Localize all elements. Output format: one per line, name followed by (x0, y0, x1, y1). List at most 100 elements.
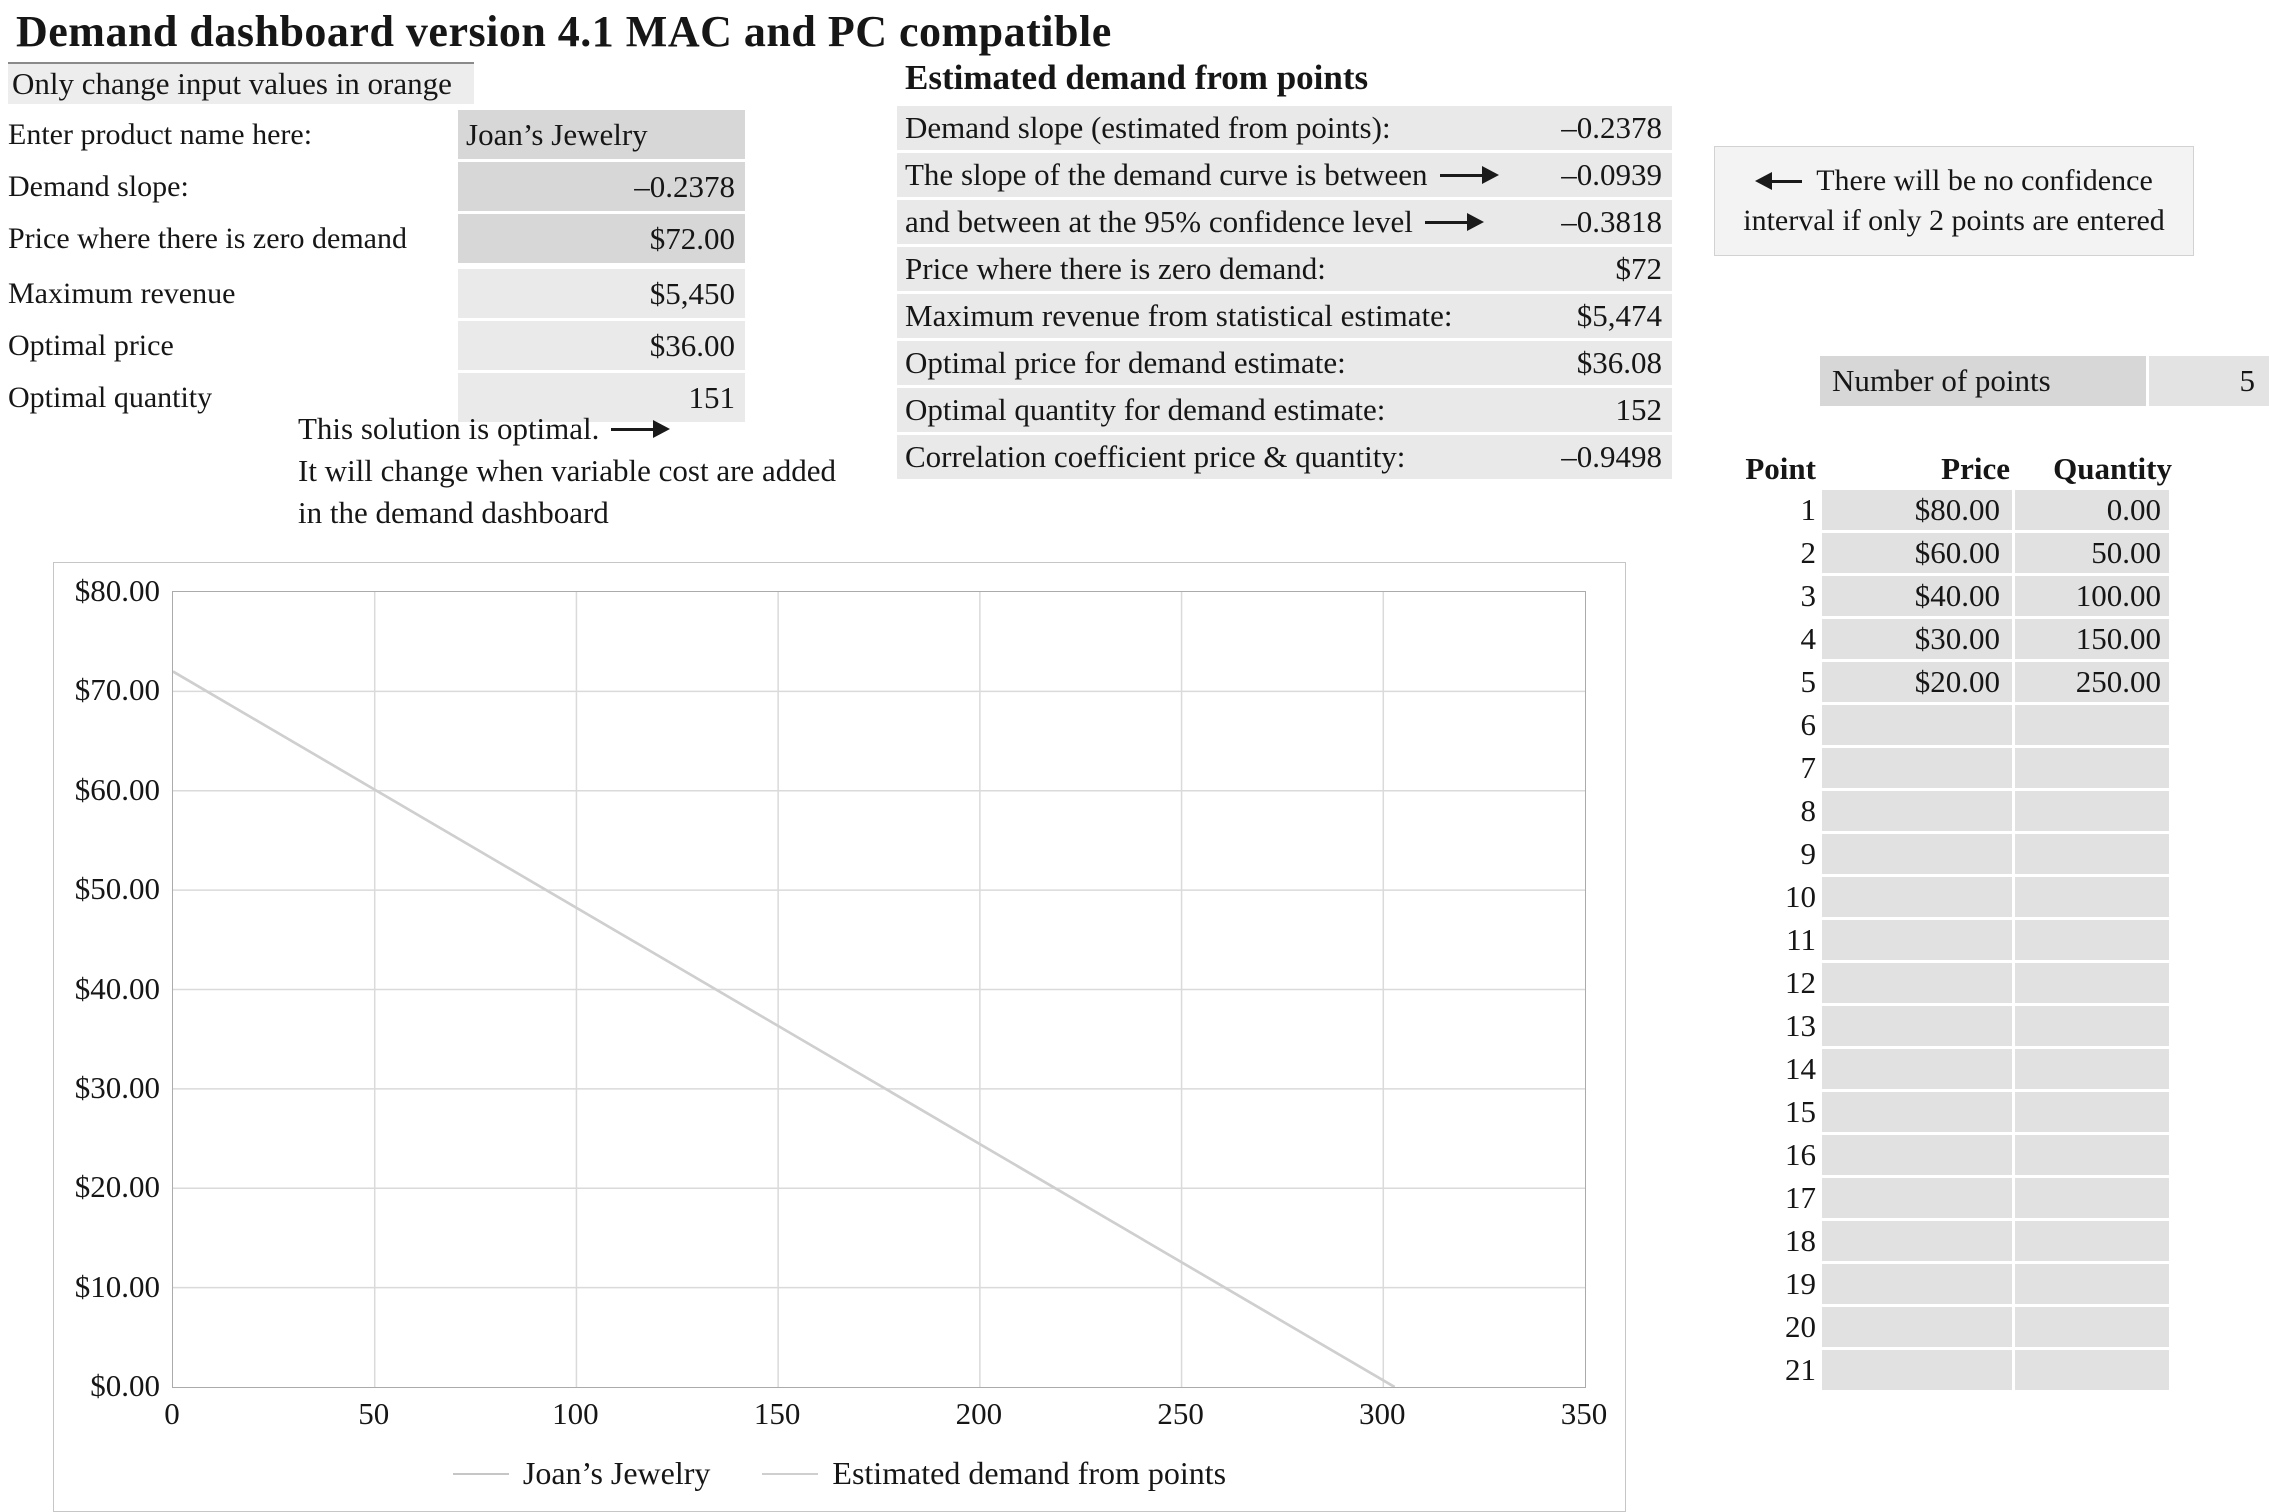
point-price-cell[interactable] (1822, 1264, 2012, 1304)
point-price-cell[interactable]: $60.00 (1822, 533, 2012, 573)
point-quantity-cell[interactable] (2015, 1006, 2169, 1046)
estimate-row-value-cell: –0.3818 (1561, 204, 1662, 239)
point-price-cell[interactable]: $20.00 (1822, 662, 2012, 702)
input-row-value-cell[interactable]: Joan’s Jewelry (458, 110, 745, 159)
point-quantity-cell[interactable] (2015, 1049, 2169, 1089)
point-price-cell[interactable] (1822, 834, 2012, 874)
x-axis-tick-label: 250 (1157, 1396, 1204, 1431)
point-row: 8 (1738, 791, 2180, 831)
point-row: 14 (1738, 1049, 2180, 1089)
point-price-cell[interactable] (1822, 1135, 2012, 1175)
point-number: 19 (1785, 1266, 1816, 1301)
estimate-row-value-cell: –0.2378 (1561, 110, 1662, 145)
number-of-points-value-cell[interactable]: 5 (2149, 356, 2269, 406)
y-axis-tick-label: $60.00 (74, 771, 160, 807)
input-row: Enter product name here: Joan’s Jewelry (8, 110, 748, 159)
input-row-value-cell[interactable]: $72.00 (458, 214, 745, 263)
point-price-cell[interactable] (1822, 1350, 2012, 1390)
point-row: 12 (1738, 963, 2180, 1003)
point-price-cell[interactable] (1822, 920, 2012, 960)
point-price-cell[interactable] (1822, 1049, 2012, 1089)
estimate-row-label: Optimal price for demand estimate: (905, 345, 1346, 380)
point-row: 20 (1738, 1307, 2180, 1347)
point-price-cell[interactable] (1822, 1092, 2012, 1132)
legend-line-sample (452, 1472, 509, 1475)
y-axis-tick-label: $80.00 (74, 573, 160, 608)
y-axis-tick-label: $50.00 (74, 871, 160, 907)
point-quantity-cell[interactable]: 100.00 (2015, 576, 2169, 616)
point-quantity-cell[interactable] (2015, 834, 2169, 874)
estimate-row: The slope of the demand curve is between… (897, 153, 1672, 197)
point-quantity-cell[interactable] (2015, 1135, 2169, 1175)
point-quantity-cell[interactable]: 250.00 (2015, 662, 2169, 702)
point-quantity-cell[interactable] (2015, 1264, 2169, 1304)
point-price-cell[interactable] (1822, 1221, 2012, 1261)
point-number: 14 (1785, 1051, 1816, 1086)
point-price-cell[interactable] (1822, 1006, 2012, 1046)
input-row: Demand slope: –0.2378 (8, 162, 748, 211)
number-of-points-label: Number of points (1820, 356, 2146, 406)
point-quantity-cell[interactable] (2015, 1307, 2169, 1347)
point-row: 6 (1738, 705, 2180, 745)
point-number: 10 (1785, 879, 1816, 914)
point-number: 12 (1785, 965, 1816, 1000)
point-price-cell[interactable] (1822, 1307, 2012, 1347)
right-arrow-icon (611, 420, 671, 438)
right-arrow-icon (1424, 213, 1484, 231)
optimal-note-line3: in the demand dashboard (298, 495, 609, 530)
point-row: 2 $60.00 50.00 (1738, 533, 2180, 573)
input-row-label: Enter product name here: (8, 117, 313, 151)
point-price-cell[interactable] (1822, 791, 2012, 831)
point-quantity-cell[interactable]: 150.00 (2015, 619, 2169, 659)
point-quantity-cell[interactable] (2015, 1221, 2169, 1261)
point-quantity-cell[interactable] (2015, 1350, 2169, 1390)
legend-item: Estimated demand from points (762, 1455, 1226, 1492)
point-number: 2 (1800, 535, 1817, 570)
page-title: Demand dashboard version 4.1 MAC and PC … (16, 7, 1112, 56)
point-price-cell[interactable] (1822, 963, 2012, 1003)
point-price-cell[interactable]: $80.00 (1822, 490, 2012, 530)
input-row-label: Price where there is zero demand (8, 221, 407, 255)
point-number: 6 (1800, 707, 1817, 742)
point-quantity-cell[interactable] (2015, 1092, 2169, 1132)
point-quantity-cell[interactable] (2015, 920, 2169, 960)
estimate-row-label: Optimal quantity for demand estimate: (905, 392, 1386, 427)
point-quantity-cell[interactable] (2015, 1178, 2169, 1218)
estimate-row-value-cell: –0.0939 (1561, 157, 1662, 192)
input-row: Optimal quantity 151 (8, 373, 748, 422)
y-axis-tick-label: $40.00 (74, 970, 160, 1006)
point-price-cell[interactable] (1822, 1178, 2012, 1218)
point-quantity-cell[interactable] (2015, 877, 2169, 917)
point-quantity-cell[interactable] (2015, 705, 2169, 745)
point-quantity-cell[interactable]: 0.00 (2015, 490, 2169, 530)
point-quantity-cell[interactable]: 50.00 (2015, 533, 2169, 573)
point-price-cell[interactable] (1822, 705, 2012, 745)
input-row: Price where there is zero demand $72.00 (8, 214, 748, 263)
point-row: 21 (1738, 1350, 2180, 1390)
optimal-note-line2: It will change when variable cost are ad… (298, 453, 836, 488)
confidence-note-line1: There will be no confidence (1816, 164, 2153, 197)
points-header-price: Price (1941, 451, 2010, 486)
y-axis-tick-label: $0.00 (90, 1368, 160, 1403)
point-row: 18 (1738, 1221, 2180, 1261)
points-header-point: Point (1745, 451, 1816, 486)
estimate-row: Demand slope (estimated from points): –0.… (897, 106, 1672, 150)
point-quantity-cell[interactable] (2015, 963, 2169, 1003)
confidence-note: There will be no confidence interval if … (1714, 146, 2194, 256)
estimate-row-value-cell: 152 (1615, 392, 1663, 427)
point-price-cell[interactable] (1822, 877, 2012, 917)
estimate-row-value-cell: $36.08 (1576, 345, 1662, 380)
point-quantity-cell[interactable] (2015, 748, 2169, 788)
point-price-cell[interactable]: $30.00 (1822, 619, 2012, 659)
input-row-value-cell[interactable]: –0.2378 (458, 162, 745, 211)
optimal-note: This solution is optimal. It will change… (298, 408, 836, 534)
y-axis-tick-label: $30.00 (74, 1069, 160, 1105)
point-number: 7 (1800, 750, 1817, 785)
point-price-cell[interactable]: $40.00 (1822, 576, 2012, 616)
point-quantity-cell[interactable] (2015, 791, 2169, 831)
point-price-cell[interactable] (1822, 748, 2012, 788)
demand-chart: Joan’s Jewelry Estimated demand from poin… (53, 562, 1626, 1512)
chart-plot-area (172, 591, 1586, 1389)
chart-legend: Joan’s Jewelry Estimated demand from poin… (54, 1455, 1625, 1492)
point-row: 19 (1738, 1264, 2180, 1304)
